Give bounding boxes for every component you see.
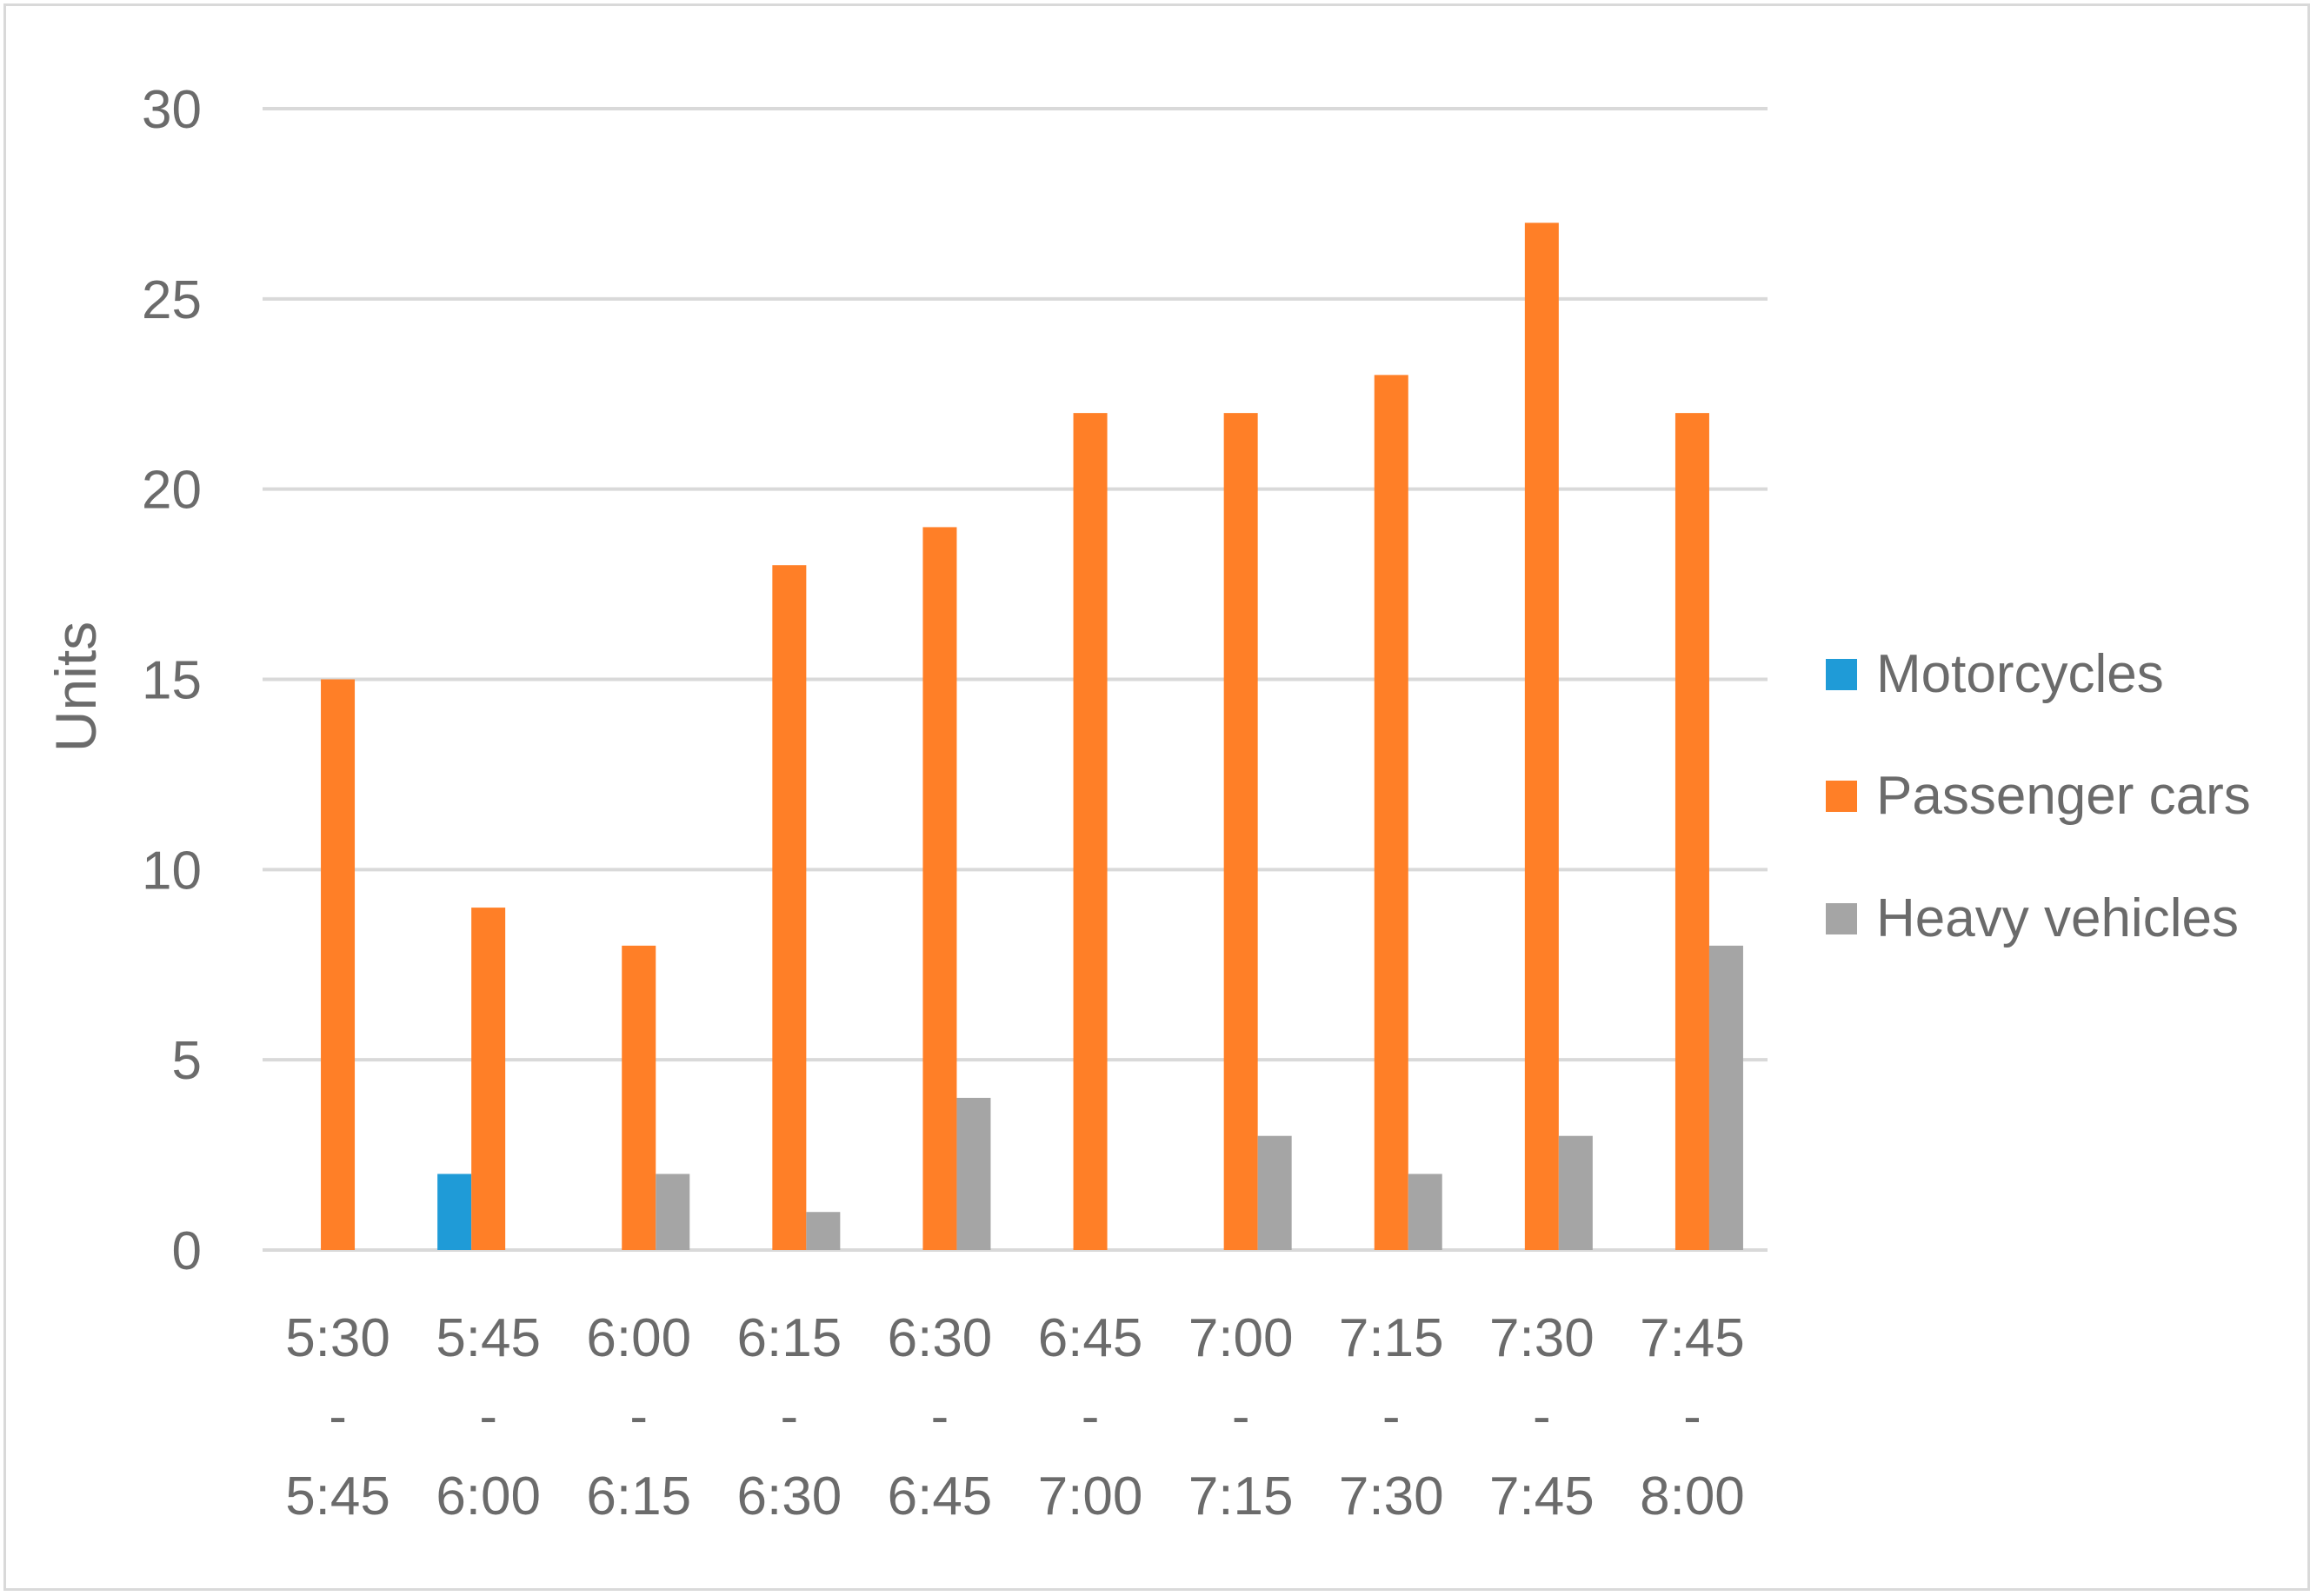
bar [622, 945, 656, 1250]
bar [1708, 945, 1743, 1250]
bar [437, 1174, 472, 1250]
bars [321, 223, 1743, 1251]
series-passenger-cars [321, 223, 1709, 1251]
y-axis-tick-labels: 0 5 10 15 20 25 30 [142, 80, 202, 1281]
series-heavy-vehicles [656, 945, 1743, 1250]
x-tick-label: 6:30 -6:45 [888, 1308, 993, 1526]
y-tick-label: 25 [142, 270, 202, 330]
y-tick-label: 10 [142, 841, 202, 901]
legend-swatch [1826, 659, 1857, 690]
x-tick-label: 7:30 -7:45 [1489, 1308, 1595, 1526]
legend-item-heavy-vehicles: Heavy vehicles [1826, 888, 2239, 948]
y-tick-label: 20 [142, 461, 202, 521]
y-axis-title: Units [43, 622, 108, 752]
bar [1558, 1135, 1593, 1250]
legend: Motorcycles Passenger cars Heavy vehicles [1826, 644, 2251, 948]
x-axis-tick-labels: 5:30 -5:45 5:45 -6:00 6:00 -6:15 6:15 -6:30 6:30… [285, 1308, 1745, 1526]
bar [772, 565, 807, 1250]
bar [1524, 223, 1559, 1250]
bar [922, 527, 957, 1250]
y-tick-label: 15 [142, 651, 202, 711]
x-tick-label: 6:00 -6:15 [586, 1308, 691, 1526]
legend-swatch [1826, 903, 1857, 934]
legend-label: Passenger cars [1876, 766, 2251, 826]
x-tick-label: 5:45 -6:00 [436, 1308, 541, 1526]
gridlines [263, 107, 1768, 1252]
y-tick-label: 0 [172, 1221, 202, 1281]
bar [321, 679, 356, 1250]
legend-item-motorcycles: Motorcycles [1826, 644, 2164, 704]
bar [1223, 413, 1258, 1251]
y-tick-label: 30 [142, 80, 202, 140]
chart-area [3, 3, 2310, 1591]
bar [1073, 413, 1108, 1251]
legend-swatch [1826, 781, 1857, 812]
bar [956, 1097, 991, 1250]
x-tick-label: 7:15 -7:30 [1339, 1308, 1444, 1526]
y-tick-label: 5 [172, 1031, 202, 1091]
x-tick-label: 6:45 -7:00 [1038, 1308, 1143, 1526]
bar [656, 1174, 690, 1250]
x-tick-label: 7:45 -8:00 [1640, 1308, 1745, 1526]
bar [1257, 1135, 1292, 1250]
bar [1674, 413, 1709, 1251]
bar [1408, 1174, 1442, 1250]
legend-label: Heavy vehicles [1876, 888, 2239, 948]
legend-label: Motorcycles [1876, 644, 2164, 704]
x-tick-label: 6:15 -6:30 [737, 1308, 842, 1526]
series-motorcycles [437, 1174, 472, 1250]
bar [1374, 375, 1408, 1250]
legend-item-passenger-cars: Passenger cars [1826, 766, 2251, 826]
x-tick-label: 7:00 -7:15 [1188, 1308, 1294, 1526]
bar [806, 1212, 841, 1250]
x-tick-label: 5:30 -5:45 [285, 1308, 390, 1526]
bar [471, 908, 506, 1250]
